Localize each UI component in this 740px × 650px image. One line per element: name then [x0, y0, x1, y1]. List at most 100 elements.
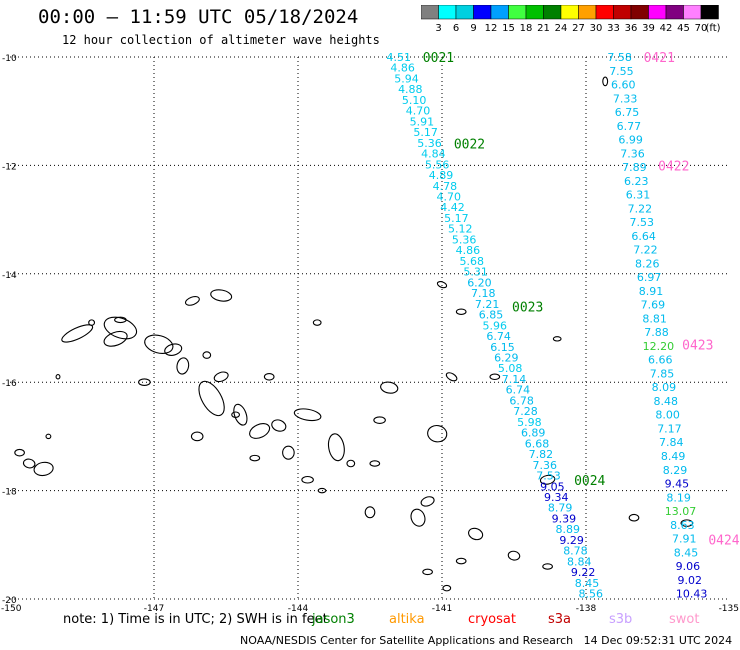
wave-height-value: 8.45	[674, 546, 699, 559]
x-tick-label: -150	[1, 604, 22, 614]
island-outline	[88, 319, 96, 326]
wave-height-value: 7.36	[532, 459, 557, 472]
colorbar-swatch	[700, 5, 719, 20]
island-outline	[184, 296, 200, 306]
wave-height-value: 4.88	[398, 83, 423, 96]
wave-height-value: 5.91	[410, 115, 435, 128]
wave-height-value: 5.36	[417, 137, 442, 150]
island-outline	[164, 343, 183, 356]
x-tick-label: -141	[432, 604, 452, 614]
wave-height-value: 6.20	[467, 276, 492, 289]
colorbar-tick-label: 24	[555, 23, 568, 34]
island-outline	[249, 454, 261, 462]
wave-height-value: 7.88	[644, 326, 669, 339]
wave-height-value: 9.34	[544, 491, 569, 504]
wave-height-value: 9.29	[559, 534, 584, 547]
wave-height-value: 6.68	[525, 437, 550, 450]
wave-height-value: 8.48	[654, 395, 679, 408]
wave-height-value: 7.84	[659, 436, 684, 449]
wave-height-value: 8.26	[635, 257, 660, 270]
wave-height-value: 8.91	[639, 285, 664, 298]
wave-height-value: 12.20	[643, 340, 675, 353]
wave-height-value: 7.18	[471, 287, 496, 300]
wave-height-value: 8.56	[579, 588, 604, 601]
wave-height-value: 7.85	[650, 367, 675, 380]
wave-height-value: 4.89	[429, 169, 454, 182]
island-outline	[489, 373, 501, 381]
colorbar-tick-label: 18	[520, 23, 533, 34]
time-label: 0021	[423, 51, 454, 66]
wave-height-value: 6.75	[615, 106, 640, 119]
wave-height-value: 5.68	[460, 255, 485, 268]
time-label: 0424	[708, 533, 739, 548]
colorbar-tick-label: 42	[660, 23, 673, 34]
wave-height-value: 7.91	[672, 533, 697, 546]
colorbar-tick-label: 12	[485, 23, 498, 34]
wave-height-value: 7.55	[609, 65, 634, 78]
wave-height-value: 9.22	[571, 566, 596, 579]
island-outline	[210, 289, 233, 302]
credit-text: NOAA/NESDIS Center for Satellite Applica…	[240, 634, 574, 647]
wave-height-value: 7.53	[630, 216, 655, 229]
time-label: 0423	[682, 338, 713, 353]
wave-height-value: 8.45	[575, 577, 600, 590]
wave-height-value: 7.69	[641, 299, 666, 312]
y-tick-label: -10	[2, 54, 17, 64]
island-outline	[61, 324, 94, 343]
wave-height-value: 8.00	[655, 409, 680, 422]
wave-height-value: 5.17	[444, 212, 469, 225]
island-outline	[427, 424, 448, 443]
island-outline	[542, 563, 553, 570]
wave-height-value: 8.63	[670, 519, 695, 532]
y-tick-label: -12	[2, 162, 17, 172]
wave-height-value: 4.70	[406, 105, 431, 118]
wave-height-value: 7.53	[536, 470, 561, 483]
island-outline	[231, 411, 240, 418]
island-outline	[14, 448, 25, 457]
wave-height-value: 6.31	[626, 189, 651, 202]
island-outline	[455, 557, 467, 565]
island-outline	[445, 372, 458, 382]
wave-height-value: 7.21	[475, 298, 500, 311]
sat-s3a: s3a	[548, 612, 572, 627]
time-label: 0024	[574, 474, 605, 489]
island-outline	[138, 378, 151, 387]
x-tick-label: -138	[576, 604, 597, 614]
wave-height-value: 8.19	[666, 491, 691, 504]
wave-height-value: 4.42	[440, 201, 465, 214]
wave-height-value: 5.56	[425, 158, 450, 171]
colorbar-tick-label: 33	[607, 23, 620, 34]
wave-height-value: 8.29	[663, 464, 688, 477]
island-outline	[327, 433, 345, 462]
wave-height-value: 6.64	[631, 230, 656, 243]
wave-height-value: 9.45	[665, 478, 690, 491]
island-outline	[293, 408, 322, 422]
wave-height-value: 6.60	[611, 79, 636, 92]
wave-height-value: 6.74	[506, 384, 531, 397]
island-outline	[22, 458, 36, 469]
island-outline	[103, 316, 138, 340]
island-outline	[369, 460, 381, 467]
timestamp-text: 14 Dec 09:52:31 UTC 2024	[583, 634, 733, 647]
wave-height-value: 8.09	[652, 381, 677, 394]
y-tick-label: -14	[2, 271, 17, 281]
wave-height-value: 10.43	[676, 588, 708, 601]
wave-height-value: 4.84	[421, 148, 446, 161]
y-tick-label: -20	[2, 596, 17, 606]
wave-height-value: 8.84	[567, 555, 592, 568]
island-outline	[282, 445, 295, 460]
wave-height-value: 9.06	[676, 560, 701, 573]
grid-lines	[10, 56, 730, 600]
wave-height-value: 5.08	[498, 362, 523, 375]
sat-altika: altika	[389, 612, 425, 627]
wave-height-value: 13.07	[665, 505, 697, 518]
wave-height-value: 4.86	[390, 62, 415, 75]
sat-swot: swot	[669, 612, 700, 627]
island-outline	[144, 334, 174, 354]
wave-height-value: 6.85	[479, 309, 504, 322]
wave-height-value: 6.97	[637, 271, 662, 284]
wave-height-value: 5.31	[463, 266, 488, 279]
wave-height-value: 5.94	[394, 72, 419, 85]
wave-height-value: 4.78	[433, 180, 458, 193]
